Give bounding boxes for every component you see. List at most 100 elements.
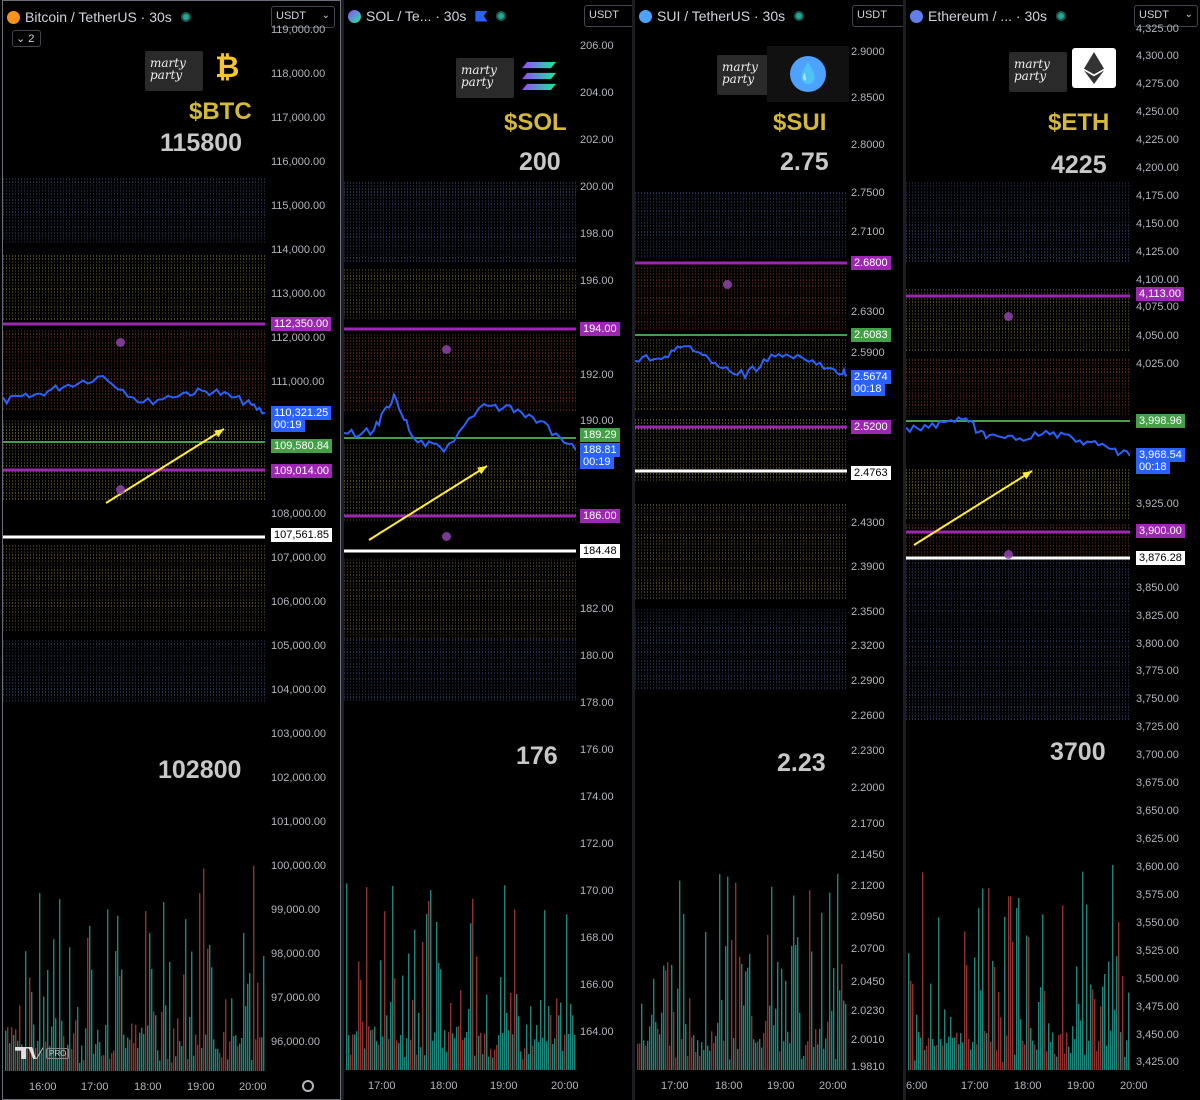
volume-bar: [137, 1048, 139, 1071]
price-axis[interactable]: 206.00 204.00 202.00 200.00 198.00 196.00 192.…: [580, 0, 632, 1100]
volume-bar: [725, 946, 727, 1070]
price-tick-label: 116,000.00: [271, 156, 326, 168]
time-tick-label: 20:00: [551, 1080, 579, 1092]
liquidity-zones: [3, 178, 266, 1071]
volume-bar: [1072, 1026, 1074, 1070]
price-tick-label: 4,275.00: [1136, 78, 1179, 90]
volume-bar: [472, 898, 474, 1070]
volume-bar: [815, 1029, 817, 1070]
price-tick-label: 2.2600: [851, 710, 885, 722]
chart-panel-sui[interactable]: SUI / TetherUS · 30s USDT⌄ marty party 💧…: [635, 0, 903, 1100]
volume-bar: [685, 1024, 687, 1070]
chart-plot-area[interactable]: [3, 1, 266, 1099]
symbol-header[interactable]: Bitcoin / TetherUS · 30s: [7, 7, 191, 27]
flag-icon[interactable]: [475, 10, 488, 22]
volume-bar: [811, 951, 813, 1070]
price-tick-label: 108,000.00: [271, 508, 327, 520]
volume-bar: [775, 1008, 777, 1070]
volume-bar: [65, 1052, 67, 1071]
volume-bar: [833, 968, 835, 1070]
price-tick-label: 2.0450: [851, 976, 885, 988]
volume-bar: [843, 1000, 845, 1070]
price-line: [635, 345, 848, 381]
symbol-header[interactable]: Ethereum / ... · 30s: [910, 6, 1067, 26]
time-axis[interactable]: 17:00 18:00 19:00 20:00: [344, 1070, 579, 1100]
price-axis[interactable]: 4,325.00 4,300.00 4,275.00 4,250.00 4,225.00…: [1136, 0, 1200, 1100]
time-axis[interactable]: 17:00 18:00 19:00 20:00: [635, 1070, 847, 1100]
price-tick-label: 106,000.00: [271, 596, 327, 608]
volume-bar: [920, 1037, 922, 1070]
symbol-header[interactable]: SUI / TetherUS · 30s: [639, 6, 805, 26]
volume-bar: [659, 1034, 661, 1070]
volume-bar: [1050, 1041, 1052, 1070]
time-axis[interactable]: 16:00 17:00 18:00 19:00 20:00: [3, 1071, 267, 1099]
price-axis[interactable]: 2.9000 2.8500 2.8000 2.7500 2.7100 2.6300 2.59…: [851, 0, 903, 1100]
volume-bar: [1122, 975, 1124, 1070]
chart-panel-btc[interactable]: Bitcoin / TetherUS · 30s USDT ⌄ ⌄ 2 marty…: [2, 0, 341, 1100]
time-tick-label: 17:00: [961, 1080, 989, 1092]
volume-bar: [1102, 986, 1104, 1070]
volume-bar: [721, 999, 723, 1070]
time-tick-label: 19:00: [767, 1080, 795, 1092]
volume-bar: [508, 1030, 510, 1070]
currency-select[interactable]: USDT⌄: [852, 5, 903, 27]
price-tick-label: 3,825.00: [1136, 610, 1179, 622]
volume-bar: [368, 1026, 370, 1070]
volume-bar: [914, 1060, 916, 1070]
settings-icon[interactable]: [302, 1080, 314, 1092]
volume-bar: [211, 967, 213, 1071]
chart-plot-area[interactable]: [635, 0, 848, 1100]
volume-bar: [789, 1043, 791, 1070]
chevron-down-icon: ⌄: [321, 10, 330, 21]
volume-bar: [53, 939, 55, 1071]
tradingview-logo[interactable]: PRO: [15, 1047, 70, 1059]
volume-bar: [500, 977, 502, 1070]
price-axis[interactable]: 119,000.00 118,000.00 117,000.00 116,000.00…: [271, 1, 340, 1099]
volume-bar: [1098, 1041, 1100, 1070]
volume-bar: [11, 1027, 13, 1071]
volume-bar: [777, 961, 779, 1070]
volume-bar: [1088, 1040, 1090, 1070]
volume-bar: [75, 1020, 77, 1071]
volume-bar: [257, 982, 259, 1071]
volume-bar: [661, 1012, 663, 1070]
price-tick-label: 164.00: [580, 1026, 614, 1038]
volume-bar: [121, 969, 123, 1071]
symbol-header[interactable]: SOL / Te... · 30s: [348, 6, 507, 26]
volume-bar: [57, 1058, 59, 1071]
price-tick-label: 3,475.00: [1136, 1001, 1179, 1013]
volume-bar: [23, 1059, 25, 1071]
chart-panel-eth[interactable]: Ethereum / ... · 30s USDT ⌄ marty party $…: [906, 0, 1200, 1100]
volume-bar: [667, 962, 669, 1070]
volume-bar: [713, 1042, 715, 1070]
chart-panel-sol[interactable]: SOL / Te... · 30s USDT⌄ marty party $SOL…: [344, 0, 632, 1100]
volume-bar: [938, 917, 940, 1070]
volume-bar: [831, 1010, 833, 1070]
live-status-icon: [496, 11, 507, 21]
collapse-indicators-button[interactable]: ⌄ 2: [12, 30, 41, 47]
volume-bar: [542, 1037, 544, 1070]
volume-bar: [39, 893, 41, 1071]
chart-plot-area[interactable]: [906, 0, 1131, 1100]
volume-bar: [356, 1031, 358, 1070]
volume-bar: [908, 953, 910, 1070]
currency-select[interactable]: USDT⌄: [271, 6, 335, 28]
solana-coin-icon: [348, 9, 361, 23]
volume-bar: [785, 980, 787, 1070]
volume-bar: [105, 1024, 107, 1071]
price-tick-label: 202.00: [580, 134, 614, 146]
currency-select[interactable]: USDT⌄: [584, 5, 632, 27]
price-tag: 194.00: [580, 322, 620, 336]
volume-bar: [402, 975, 404, 1070]
currency-select[interactable]: USDT⌄: [1134, 5, 1198, 27]
price-tag: 184.48: [580, 544, 620, 558]
time-axis[interactable]: 6:00 17:00 18:00 19:00 20:00: [906, 1070, 1148, 1100]
volume-bar: [167, 1058, 169, 1071]
chart-plot-area[interactable]: [344, 0, 577, 1100]
volume-bar: [1082, 871, 1084, 1070]
volume-bar: [83, 1060, 85, 1071]
volume-bar: [727, 876, 729, 1070]
volume-bar: [191, 951, 193, 1071]
volume-bar: [69, 947, 71, 1071]
symbol-title: Ethereum / ... · 30s: [928, 8, 1048, 24]
